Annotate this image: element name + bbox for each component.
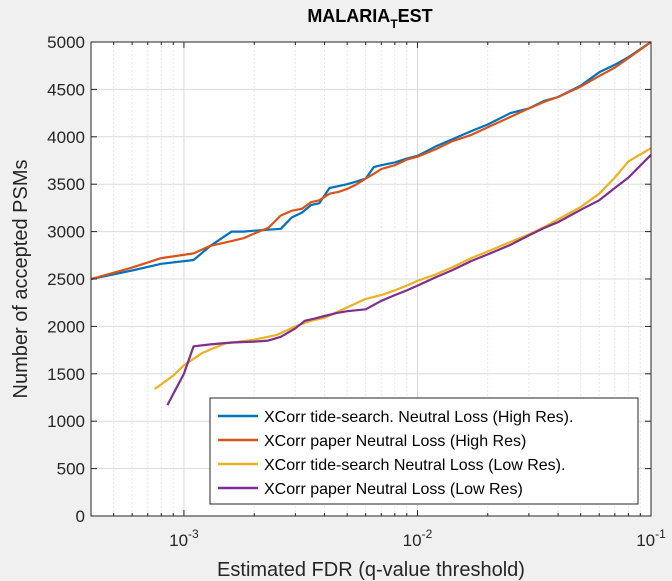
x-tick-label: 10-1: [636, 527, 666, 550]
legend-label-1: XCorr tide-search. Neutral Loss (High Re…: [264, 409, 573, 426]
legend-box: [209, 397, 639, 505]
x-axis-label: Estimated FDR (q-value threshold): [217, 559, 525, 581]
x-tick-label: 10-2: [403, 527, 433, 550]
legend-label-2: XCorr paper Neutral Loss (High Res): [264, 433, 526, 450]
y-tick-label: 4500: [47, 80, 85, 99]
chart-title: MALARIATEST: [307, 6, 432, 31]
legend: XCorr tide-search. Neutral Loss (High Re…: [209, 397, 639, 505]
y-tick-label: 0: [76, 507, 85, 526]
series-line-2: [90, 41, 652, 281]
legend-label-3: XCorr tide-search Neutral Loss (Low Res)…: [264, 457, 565, 474]
y-tick-label: 1000: [47, 412, 85, 431]
y-tick-label: 2500: [47, 270, 85, 289]
ticks: 0 500 1000 1500 2000 2500 3000 3500 4000 4500 5000…: [47, 33, 666, 550]
y-tick-label: 2000: [47, 317, 85, 336]
legend-label-4: XCorr paper Neutral Loss (Low Res): [264, 481, 523, 498]
y-tick-label: 3000: [47, 223, 85, 242]
x-tick-label: 10-3: [169, 527, 199, 550]
series-line-3: [154, 147, 652, 390]
series-line-4: [166, 154, 652, 406]
y-tick-label: 3500: [47, 175, 85, 194]
y-tick-label: 5000: [47, 33, 85, 52]
y-tick-label: 1500: [47, 365, 85, 384]
y-axis-label: Number of accepted PSMs: [10, 160, 32, 399]
series-layer: [90, 41, 652, 406]
y-tick-label: 500: [57, 460, 85, 479]
y-tick-label: 4000: [47, 128, 85, 147]
